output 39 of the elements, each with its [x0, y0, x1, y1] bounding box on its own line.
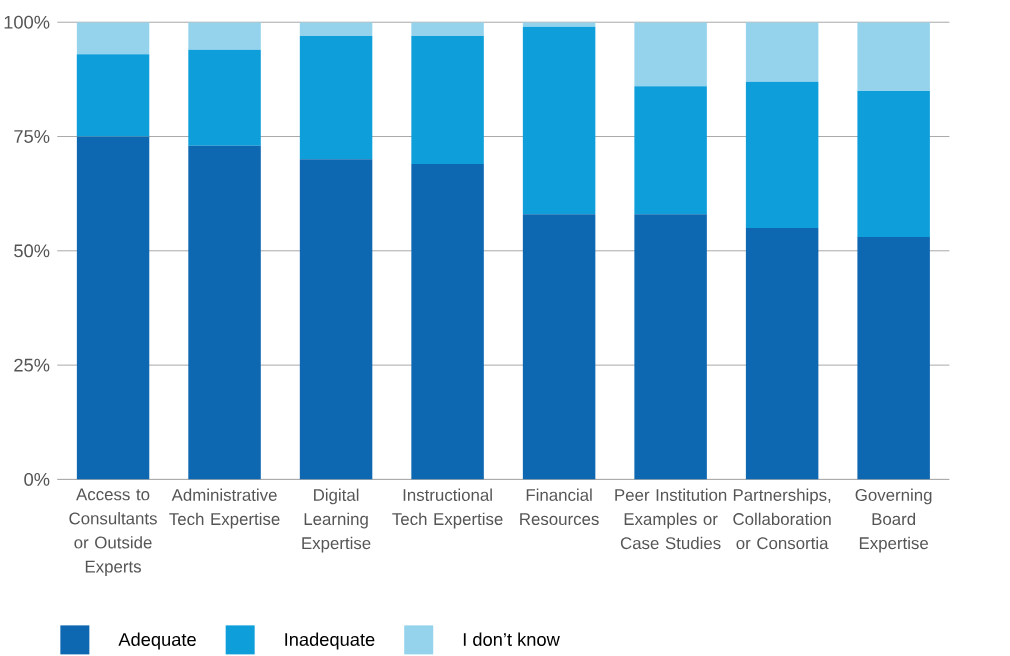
- x-tick-label: Instructional Tech Expertise: [392, 488, 503, 529]
- bar: [188, 49, 261, 146]
- bar: [299, 159, 373, 480]
- legend-label: Adequate: [118, 632, 196, 650]
- x-tick-label: Financial Resources: [520, 488, 599, 525]
- bar: [76, 136, 150, 480]
- bar: [411, 35, 484, 164]
- y-tick-label: 0%: [24, 472, 50, 486]
- bar: [857, 236, 930, 480]
- x-tick-label: Governing Board Expertise: [855, 488, 932, 553]
- bar: [634, 214, 707, 480]
- x-tick-label: Access to Consultants or Outside Experts: [69, 488, 157, 576]
- y-tick-label: 25%: [14, 358, 50, 372]
- bar: [745, 22, 819, 82]
- y-tick-label: 50%: [14, 244, 50, 258]
- x-tick-label: Administrative Tech Expertise: [169, 488, 280, 529]
- legend-label: Inadequate: [285, 632, 375, 650]
- y-tick-label: 100%: [4, 15, 50, 29]
- bar: [634, 22, 707, 87]
- bar: [745, 81, 819, 228]
- bar: [76, 54, 150, 137]
- bar: [634, 86, 707, 215]
- bar: [745, 227, 819, 480]
- bar: [188, 145, 261, 480]
- legend-label: I don’t know: [463, 632, 560, 646]
- bar: [522, 214, 596, 480]
- x-tick-label: Peer Institution Examples or Case Studies: [615, 488, 727, 549]
- bar: [411, 22, 484, 36]
- bar: [299, 35, 373, 160]
- bar: [857, 22, 930, 91]
- x-tick-label: Digital Learning Expertise: [302, 488, 371, 553]
- bar: [299, 22, 373, 36]
- bar: [857, 90, 930, 237]
- x-tick-label: Partnerships, Collaboration or Consortia: [733, 488, 831, 549]
- bar: [76, 22, 150, 55]
- bar: [411, 163, 484, 480]
- bar: [522, 26, 596, 215]
- y-tick-label: 75%: [14, 129, 50, 143]
- bar: [188, 22, 261, 50]
